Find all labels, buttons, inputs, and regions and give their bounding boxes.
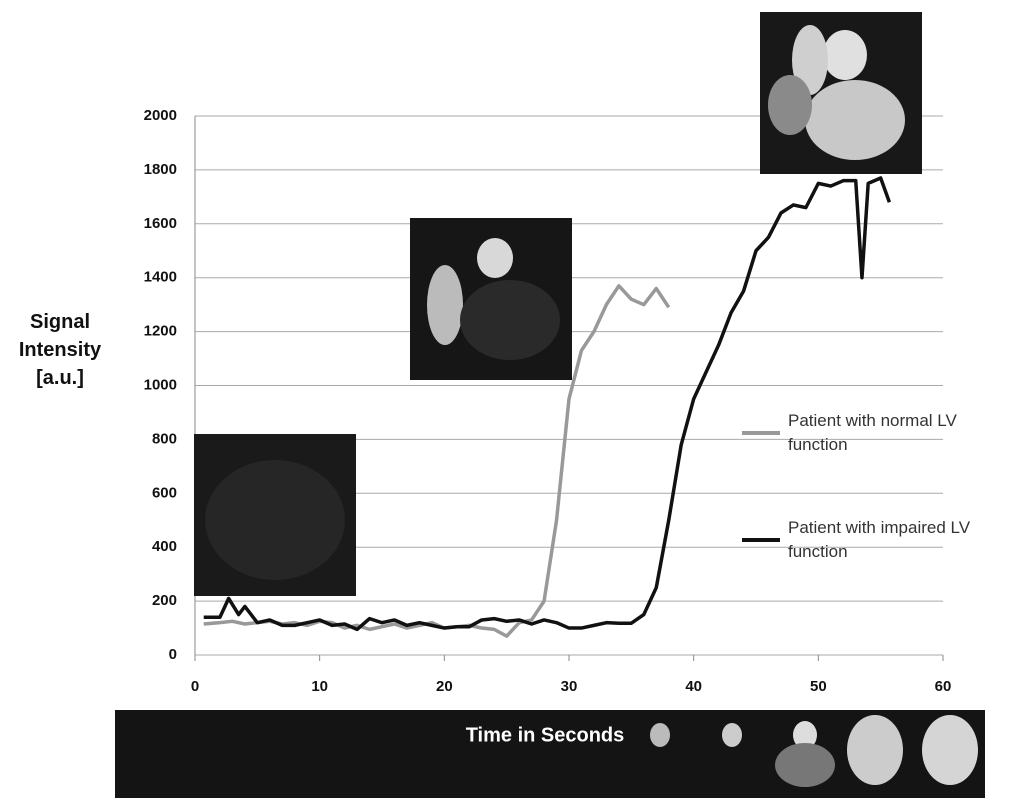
legend-label: Patient with impaired LV function	[788, 518, 971, 561]
x-axis-label: Time in Seconds	[466, 724, 625, 746]
x-tick-label: 40	[685, 678, 702, 695]
y-tick-label: 600	[152, 484, 177, 501]
y-tick-label: 0	[169, 646, 177, 663]
x-tick-label: 60	[935, 678, 952, 695]
mri-strip	[115, 710, 985, 798]
x-tick-label: 50	[810, 678, 827, 695]
series-line	[203, 176, 892, 632]
y-tick-label: 800	[152, 430, 177, 447]
legend-item: Patient with impaired LV function	[788, 518, 971, 561]
y-tick-label: 200	[152, 592, 177, 609]
y-tick-label: 1800	[144, 161, 177, 178]
legend-item: Patient with normal LV function	[788, 411, 957, 454]
mri-inset	[194, 12, 922, 596]
y-axis-label-box: Signal Intensity [a.u.]	[18, 311, 102, 389]
y-tick-label: 1600	[144, 215, 177, 232]
y-tick-label: 2000	[144, 107, 177, 124]
y-tick-label: 1200	[144, 323, 177, 340]
x-tick-label: 0	[191, 678, 199, 695]
x-tick-label: 30	[561, 678, 578, 695]
x-tick-label: 10	[311, 678, 328, 695]
legend-label: Patient with normal LV function	[788, 411, 957, 454]
y-tick-label: 400	[152, 538, 177, 555]
y-tick-label: 1000	[144, 376, 177, 393]
x-tick-label: 20	[436, 678, 453, 695]
y-tick-label: 1400	[144, 269, 177, 286]
y-axis-label: Signal Intensity [a.u.]	[18, 311, 102, 389]
legend: Patient with normal LV function Patient w…	[742, 411, 971, 561]
